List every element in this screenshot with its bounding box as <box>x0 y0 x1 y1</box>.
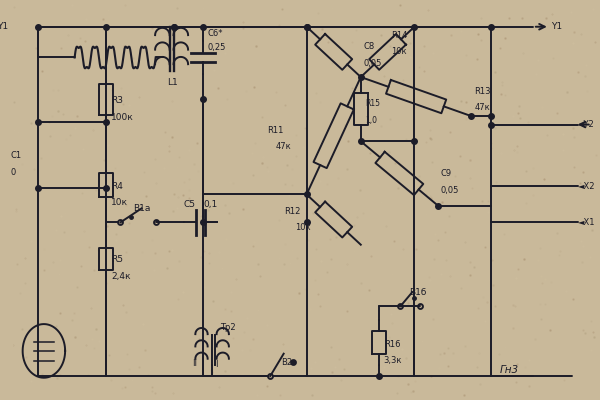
Text: Гн3: Гн3 <box>499 366 518 376</box>
Text: Тр2: Тр2 <box>220 323 236 332</box>
Text: 3,3к: 3,3к <box>384 356 402 366</box>
Text: II: II <box>192 359 197 368</box>
Text: 0,25: 0,25 <box>208 44 226 52</box>
Text: 1,0: 1,0 <box>365 116 377 125</box>
Text: R15: R15 <box>365 99 380 108</box>
Text: 100к: 100к <box>111 113 134 122</box>
Text: C6*: C6* <box>208 29 223 38</box>
Text: 2,4к: 2,4к <box>111 272 130 281</box>
Text: R3: R3 <box>111 96 123 105</box>
Text: C1: C1 <box>10 151 22 160</box>
Text: ◄Y2: ◄Y2 <box>578 120 595 129</box>
Text: C5: C5 <box>184 200 196 209</box>
Text: 10к: 10к <box>295 224 311 232</box>
Text: R4: R4 <box>111 182 123 190</box>
Text: 47к: 47к <box>276 142 292 152</box>
Text: R5: R5 <box>111 255 123 264</box>
Text: R11: R11 <box>268 126 284 135</box>
Text: 0,05: 0,05 <box>441 186 459 195</box>
Text: ◄X2: ◄X2 <box>578 182 595 190</box>
Text: 10к: 10к <box>392 47 407 56</box>
Text: 47к: 47к <box>474 103 490 112</box>
Text: B1б: B1б <box>409 288 426 297</box>
Text: R13: R13 <box>474 86 491 96</box>
Text: 0: 0 <box>10 168 16 176</box>
Text: I: I <box>215 360 217 369</box>
Text: C8: C8 <box>364 42 375 51</box>
Text: B2: B2 <box>281 358 293 366</box>
Text: R14: R14 <box>392 31 408 40</box>
Text: L1: L1 <box>167 78 178 87</box>
Text: R16: R16 <box>384 340 400 349</box>
Text: 0,1: 0,1 <box>203 200 217 209</box>
Text: 0,05: 0,05 <box>364 58 382 68</box>
Text: B1a: B1a <box>133 204 151 213</box>
Text: 10к: 10к <box>111 198 128 207</box>
Text: R12: R12 <box>284 207 301 216</box>
Text: Y1: Y1 <box>0 22 8 31</box>
Text: ◄X1: ◄X1 <box>578 218 595 227</box>
Text: C9: C9 <box>441 169 452 178</box>
Text: Y1: Y1 <box>551 22 562 31</box>
